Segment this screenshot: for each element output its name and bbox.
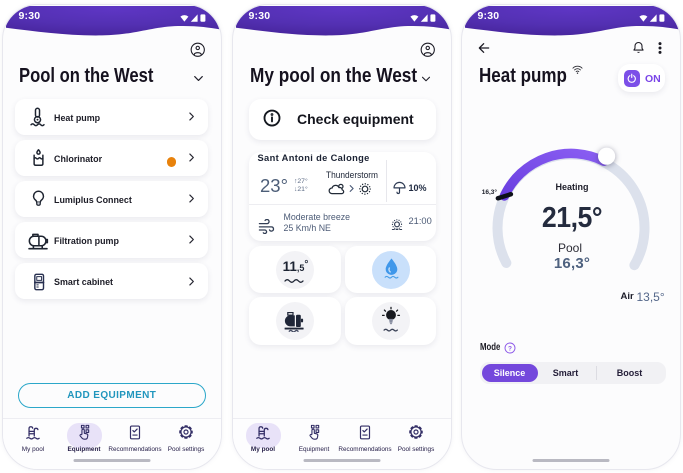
svg-text:?: ? bbox=[508, 345, 512, 352]
